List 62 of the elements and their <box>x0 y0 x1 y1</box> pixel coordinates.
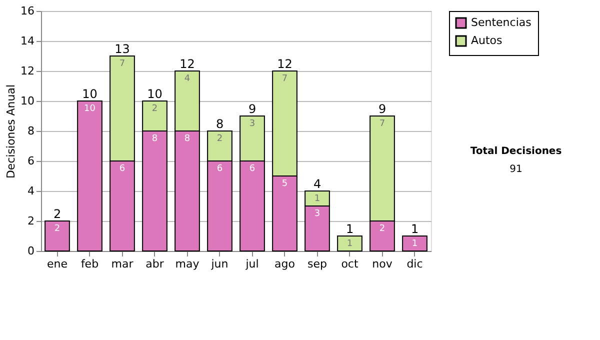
legend-label: Autos <box>471 34 503 47</box>
y-tick-label: 12 <box>20 64 34 78</box>
total-label: 9 <box>378 102 386 116</box>
data-label: 2 <box>379 224 386 234</box>
total-label: 10 <box>147 87 162 101</box>
bar <box>44 220 70 252</box>
total-label: 13 <box>114 42 130 56</box>
total-label: 10 <box>82 87 98 101</box>
x-tick-label: feb <box>80 258 99 270</box>
x-tick-label: may <box>175 258 200 270</box>
total-label: 12 <box>277 57 292 71</box>
y-tick-label: 10 <box>20 94 34 108</box>
bar <box>77 100 102 252</box>
total-label: 1 <box>410 222 419 236</box>
x-tick-label: dic <box>406 258 423 270</box>
data-label: 2 <box>152 104 158 114</box>
data-label: 6 <box>119 164 126 174</box>
y-tick-label: 16 <box>20 4 34 18</box>
data-label: 3 <box>314 209 320 219</box>
legend-label: Sentencias <box>471 16 532 29</box>
y-tick-label: 4 <box>28 184 34 198</box>
data-label: 2 <box>216 134 223 144</box>
data-label: 7 <box>119 59 126 69</box>
total-label: 2 <box>53 207 62 221</box>
data-label: 6 <box>249 164 256 174</box>
data-label: 7 <box>282 74 288 84</box>
total-label: 12 <box>180 57 195 71</box>
total-label: 4 <box>313 177 322 191</box>
bar <box>337 236 362 252</box>
data-label: 1 <box>412 239 418 249</box>
x-tick-label: oct <box>341 258 359 270</box>
x-tick-label: mar <box>111 258 134 270</box>
data-label: 3 <box>249 119 256 129</box>
y-tick-label: 2 <box>28 214 34 228</box>
text: 91 <box>510 164 522 175</box>
x-tick-label: jul <box>244 258 259 270</box>
data-label: 6 <box>216 164 223 174</box>
x-tick-label: nov <box>372 258 393 270</box>
y-tick-label: 6 <box>28 154 34 168</box>
data-label: 4 <box>184 74 190 84</box>
data-label: 1 <box>314 194 320 204</box>
x-tick-label: abr <box>146 258 164 270</box>
total-label: 9 <box>248 102 256 116</box>
data-label: 8 <box>184 134 190 144</box>
y-tick-label: 14 <box>20 34 34 48</box>
data-label: 2 <box>54 224 60 234</box>
data-label: 10 <box>84 104 96 114</box>
text: Total Decisiones <box>470 146 562 157</box>
data-label: 8 <box>152 134 158 144</box>
total-label: 1 <box>346 222 354 236</box>
y-axis-title: Decisiones Anual <box>4 84 18 179</box>
bar <box>402 236 428 252</box>
data-label: 1 <box>346 239 353 249</box>
total-label: 8 <box>216 117 224 131</box>
y-tick-label: 8 <box>28 124 34 138</box>
data-label: 7 <box>379 119 386 129</box>
data-label: 5 <box>282 179 288 189</box>
y-tick-label: 0 <box>28 244 34 258</box>
x-tick-label: jun <box>210 258 228 270</box>
x-tick-label: sep <box>308 258 328 270</box>
x-tick-label: ene <box>46 258 68 270</box>
x-tick-label: ago <box>274 258 296 270</box>
